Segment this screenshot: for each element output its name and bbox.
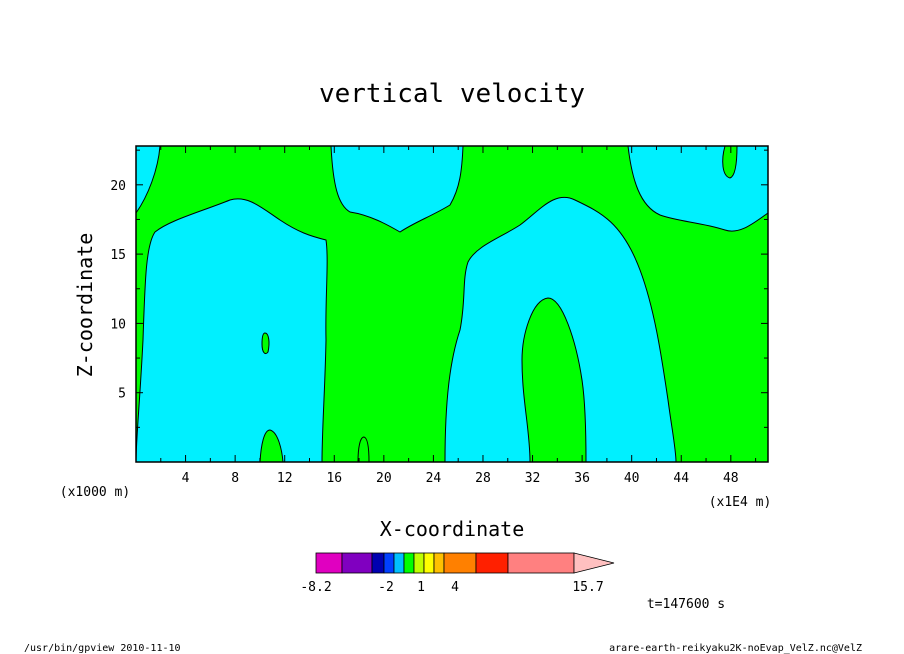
colorbar-bin-5 [403,552,415,574]
colorbar: -8.2 -2 1 4 15.7 [300,552,615,595]
cyan-region-left-column [135,198,328,463]
y-tick-label-5: 5 [118,387,126,402]
y-axis-ticks: 5 10 15 20 [110,149,768,428]
x-axis-label: X-coordinate [380,517,525,541]
cyan-region-right-column [444,196,677,463]
chart-title: vertical velocity [319,79,585,109]
green-patch-left-small [261,332,270,355]
x-tick-label-16: 16 [326,471,342,486]
colorbar-bin-11 [507,552,575,574]
x-tick-label-4: 4 [182,471,190,486]
colorbar-bin-8 [433,552,445,574]
x-scale-note: (x1E4 m) [709,495,772,510]
colorbar-bin-10 [475,552,509,574]
y-tick-label-10: 10 [110,317,126,332]
colorbar-bin-6 [413,552,425,574]
colorbar-label-2: 1 [417,580,425,595]
green-patch-bottom-middle [357,436,370,463]
colorbar-bin-4 [393,552,405,574]
colorbar-bin-9 [443,552,477,574]
x-axis-ticks: 4 8 12 16 20 24 28 32 36 40 44 48 [160,146,757,486]
x-tick-label-28: 28 [475,471,491,486]
colorbar-arrow [573,552,615,574]
x-tick-label-20: 20 [376,471,392,486]
time-label: t=147600 s [647,597,725,612]
colorbar-bin-2 [371,552,385,574]
x-tick-label-40: 40 [624,471,640,486]
footer-left: /usr/bin/gpview 2010-11-10 [24,643,181,654]
colorbar-bin-3 [383,552,395,574]
green-patch-bottom-left [259,429,284,463]
y-scale-note: (x1000 m) [60,485,130,500]
green-patch-top-right [722,145,738,179]
plot-frame [135,145,769,463]
colorbar-label-1: -2 [378,580,394,595]
x-tick-label-32: 32 [525,471,541,486]
x-tick-label-48: 48 [723,471,739,486]
y-tick-label-15: 15 [110,248,126,263]
x-tick-label-36: 36 [574,471,590,486]
y-axis-label: Z-coordinate [73,233,97,378]
colorbar-label-4: 15.7 [572,580,603,595]
colorbar-label-3: 4 [451,580,459,595]
colorbar-label-0: -8.2 [300,580,331,595]
x-tick-label-24: 24 [426,471,442,486]
y-tick-label-20: 20 [110,179,126,194]
x-tick-label-12: 12 [277,471,293,486]
colorbar-bin-0 [315,552,343,574]
footer-right: arare-earth-reikyaku2K-noEvap_VelZ.nc@Ve… [609,643,862,654]
colorbar-bin-7 [423,552,435,574]
x-tick-label-44: 44 [673,471,689,486]
x-tick-label-8: 8 [231,471,239,486]
cyan-region-top-middle [330,145,464,233]
colorbar-bin-1 [341,552,373,574]
